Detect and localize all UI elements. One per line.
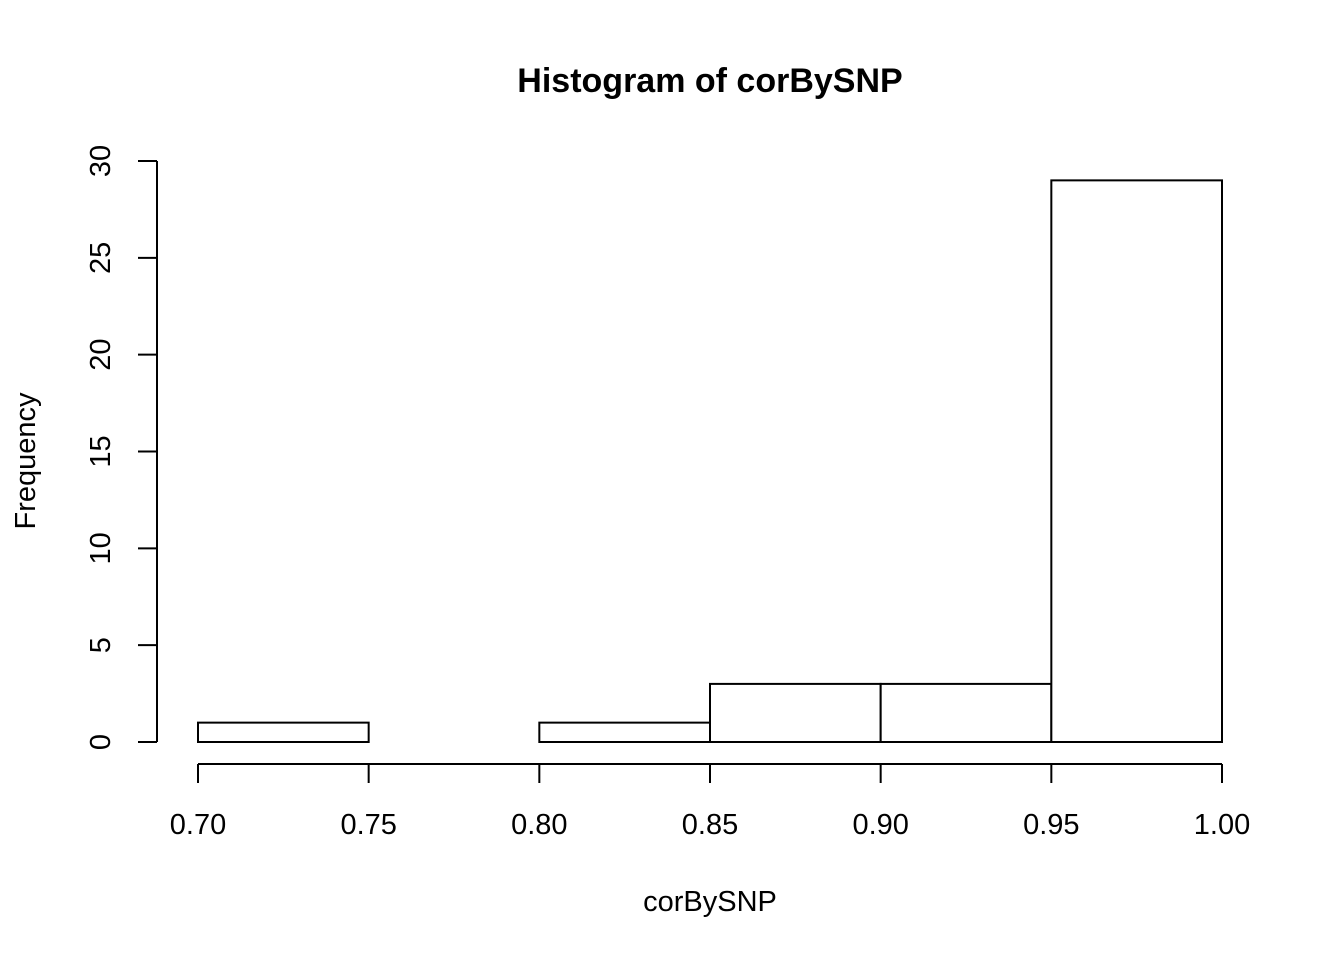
y-tick-label-3: 15 [85,435,117,467]
y-tick-label-2: 10 [85,532,117,564]
y-tick-label-4: 20 [85,339,117,371]
histogram-bar-2 [538,721,711,744]
y-tick-label-6: 30 [85,145,117,177]
y-axis: 0 5 10 15 20 25 30 [85,145,158,750]
x-tick-label-0: 0.70 [170,809,226,841]
x-tick-label-1: 0.75 [340,809,396,841]
histogram-bar-0 [197,721,370,744]
histogram-bar-5 [1050,179,1224,744]
y-tick-label-5: 25 [85,242,117,274]
histogram-bar-4 [879,682,1053,744]
y-axis-label: Frequency [10,392,42,530]
x-tick-label-2: 0.80 [511,809,567,841]
y-tick-label-0: 0 [85,734,117,750]
bars-group [197,179,1224,744]
histogram-bar-3 [709,682,882,744]
x-tick-label-6: 1.00 [1194,809,1250,841]
x-axis: 0.70 0.75 0.80 0.85 0.90 0.95 1.00 [170,763,1250,841]
y-tick-label-1: 5 [85,637,117,653]
x-axis-label: corBySNP [643,886,777,918]
chart-title: Histogram of corBySNP [517,62,902,100]
x-tick-label-3: 0.85 [682,809,738,841]
x-tick-label-4: 0.90 [852,809,908,841]
x-tick-label-5: 0.95 [1023,809,1079,841]
